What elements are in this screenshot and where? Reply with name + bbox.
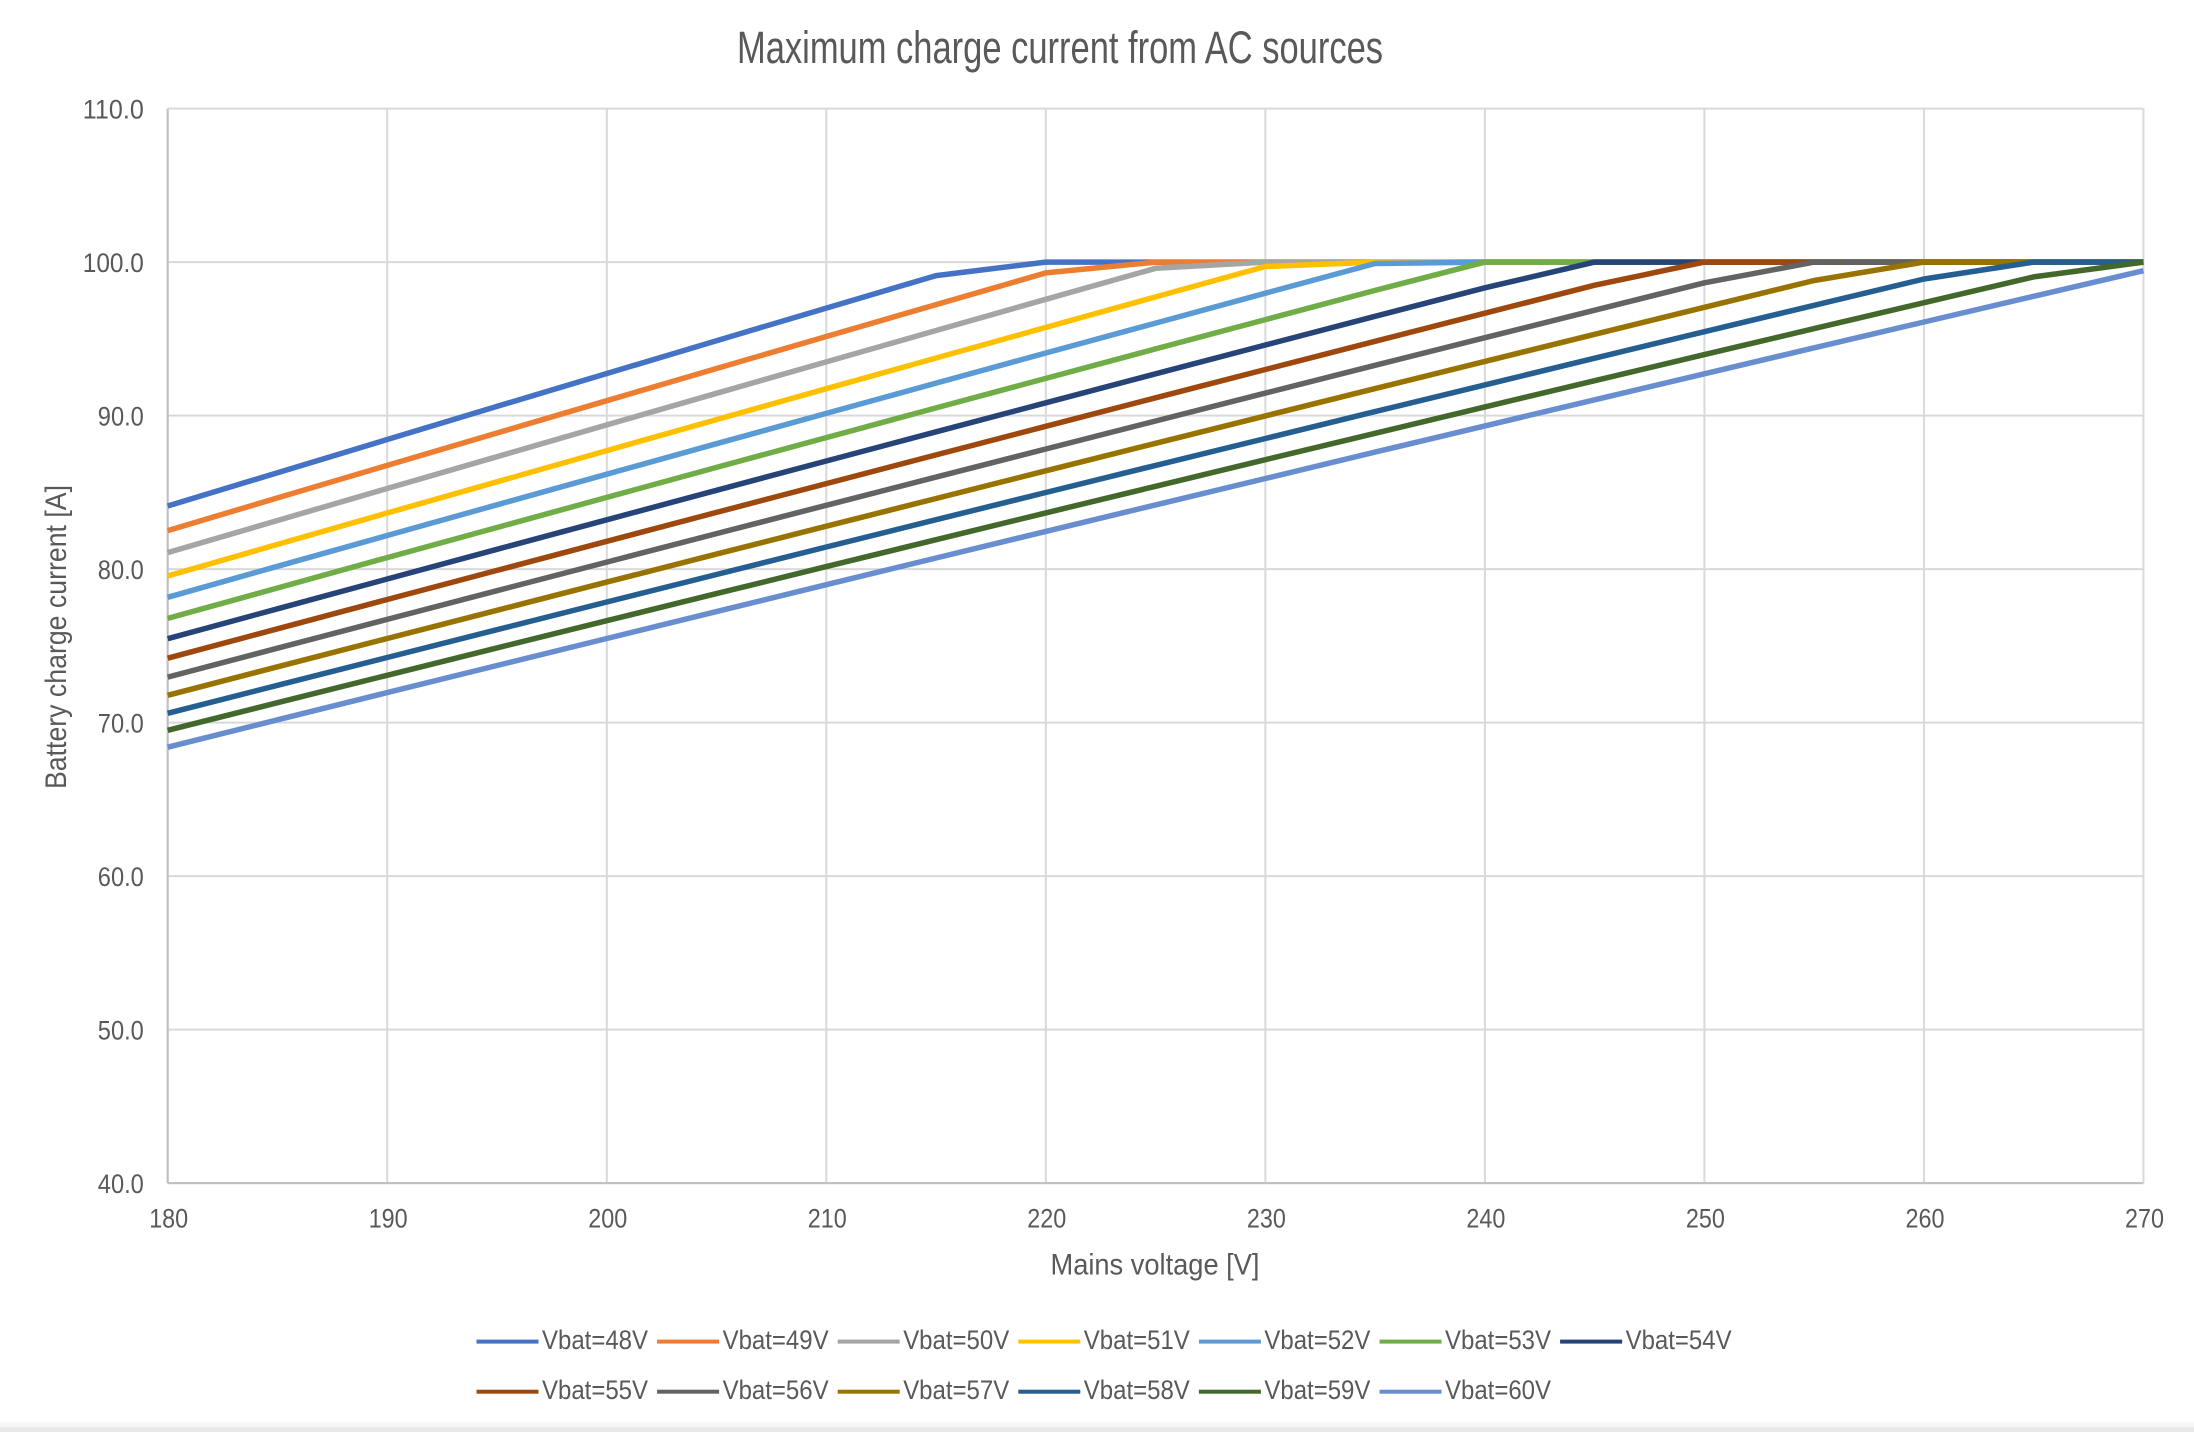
svg-text:Vbat=52V: Vbat=52V bbox=[1264, 1325, 1370, 1355]
svg-text:Mains voltage [V]: Mains voltage [V] bbox=[1051, 1249, 1260, 1282]
svg-text:50.0: 50.0 bbox=[98, 1015, 144, 1045]
svg-text:180: 180 bbox=[149, 1203, 188, 1233]
svg-text:Vbat=56V: Vbat=56V bbox=[723, 1375, 829, 1405]
svg-text:260: 260 bbox=[1906, 1203, 1945, 1233]
svg-text:250: 250 bbox=[1686, 1203, 1725, 1233]
svg-text:210: 210 bbox=[808, 1203, 847, 1233]
svg-text:Vbat=49V: Vbat=49V bbox=[723, 1325, 829, 1355]
svg-text:60.0: 60.0 bbox=[98, 862, 144, 892]
svg-text:220: 220 bbox=[1027, 1203, 1066, 1233]
svg-text:70.0: 70.0 bbox=[98, 708, 144, 738]
svg-text:Vbat=59V: Vbat=59V bbox=[1264, 1375, 1370, 1405]
svg-text:Vbat=55V: Vbat=55V bbox=[542, 1375, 648, 1405]
svg-text:40.0: 40.0 bbox=[98, 1169, 144, 1199]
svg-text:Vbat=53V: Vbat=53V bbox=[1445, 1325, 1551, 1355]
svg-text:270: 270 bbox=[2125, 1203, 2164, 1233]
svg-text:Vbat=51V: Vbat=51V bbox=[1084, 1325, 1190, 1355]
svg-text:Vbat=60V: Vbat=60V bbox=[1445, 1375, 1551, 1405]
svg-text:Vbat=50V: Vbat=50V bbox=[903, 1325, 1009, 1355]
svg-text:200: 200 bbox=[588, 1203, 627, 1233]
svg-text:Maximum charge current from AC: Maximum charge current from AC sources bbox=[737, 22, 1383, 73]
svg-text:100.0: 100.0 bbox=[83, 248, 144, 278]
svg-text:230: 230 bbox=[1247, 1203, 1286, 1233]
svg-text:Vbat=57V: Vbat=57V bbox=[903, 1375, 1009, 1405]
svg-text:240: 240 bbox=[1466, 1203, 1505, 1233]
svg-text:Battery charge current [A]: Battery charge current [A] bbox=[40, 485, 73, 789]
svg-text:190: 190 bbox=[369, 1203, 408, 1233]
svg-text:110.0: 110.0 bbox=[83, 94, 144, 124]
svg-text:Vbat=48V: Vbat=48V bbox=[542, 1325, 648, 1355]
svg-text:Vbat=54V: Vbat=54V bbox=[1626, 1325, 1732, 1355]
svg-text:90.0: 90.0 bbox=[98, 401, 144, 431]
svg-text:80.0: 80.0 bbox=[98, 555, 144, 585]
svg-text:Vbat=58V: Vbat=58V bbox=[1084, 1375, 1190, 1405]
